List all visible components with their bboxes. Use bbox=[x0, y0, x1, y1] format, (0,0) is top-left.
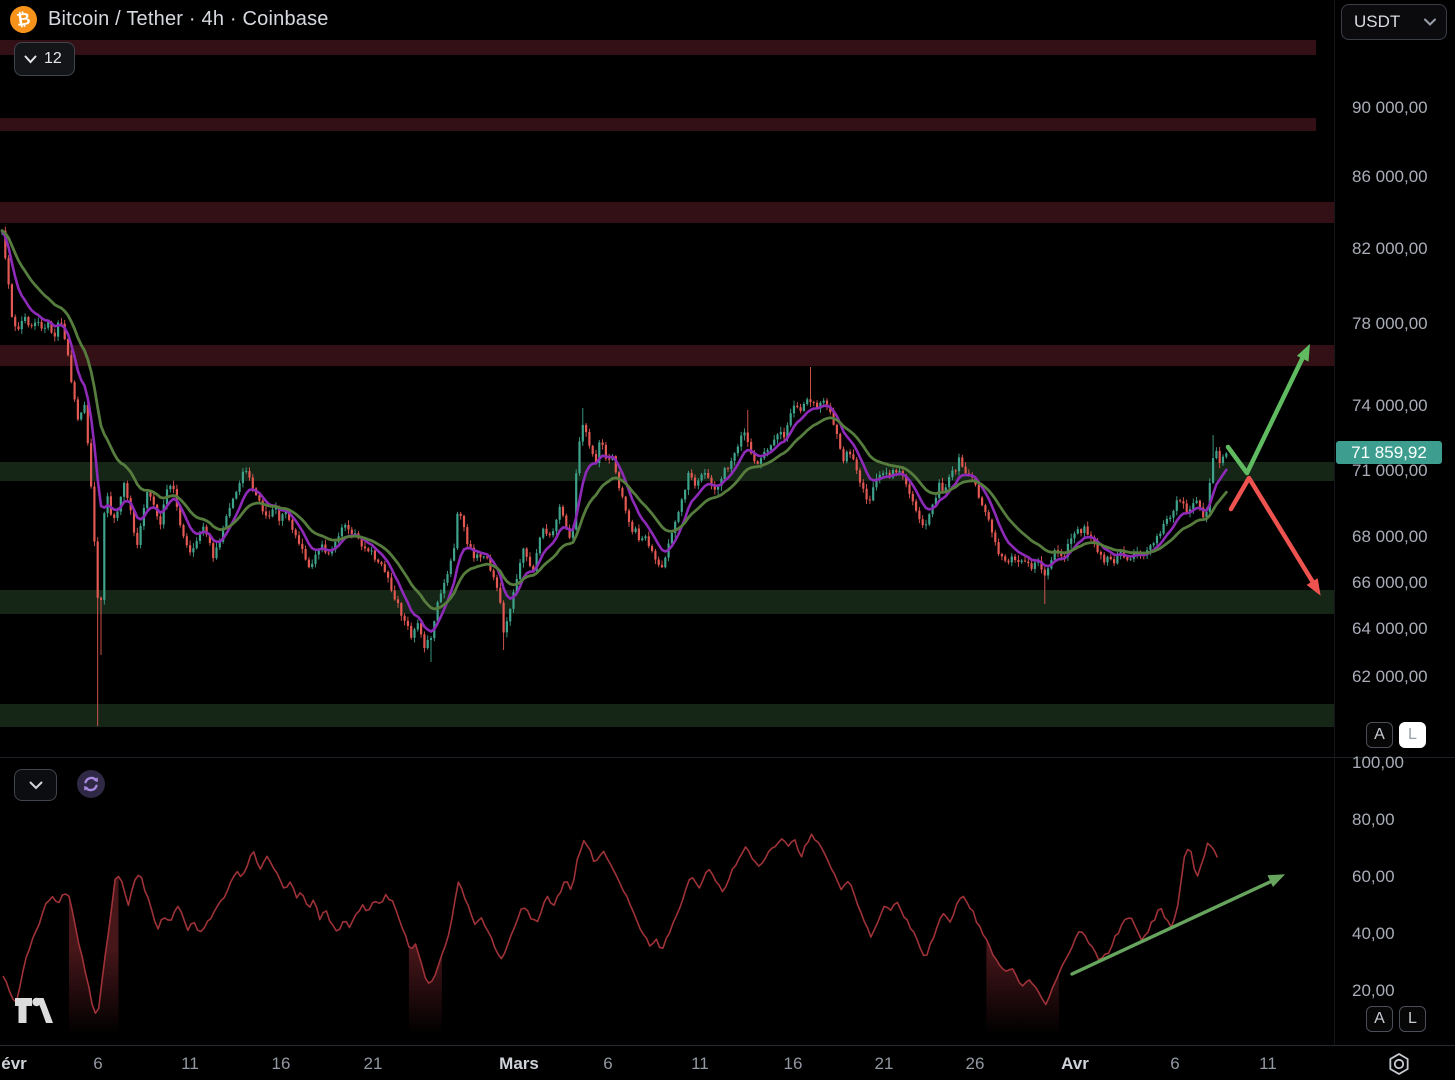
chevron-down-icon bbox=[1424, 18, 1436, 26]
trend-arrow-1[interactable] bbox=[1228, 475, 1326, 599]
price-axis-label: 40,00 bbox=[1352, 924, 1395, 943]
time-axis-label: 16 bbox=[271, 1054, 291, 1073]
indicators-collapse-button[interactable]: 12 bbox=[14, 42, 75, 76]
trend-arrow-0[interactable] bbox=[1225, 341, 1316, 476]
gear-icon[interactable] bbox=[1384, 1049, 1414, 1079]
resistance-zone bbox=[0, 118, 1316, 131]
price-axis-label: 66 000,00 bbox=[1352, 573, 1428, 592]
time-axis-label: 16 bbox=[783, 1054, 803, 1073]
log-scale-button-rsi[interactable]: L bbox=[1399, 1006, 1426, 1032]
price-axis-label: 20,00 bbox=[1352, 981, 1395, 1000]
support-zone bbox=[0, 462, 1334, 481]
resistance-zone bbox=[0, 202, 1334, 223]
time-axis-label: 6 bbox=[93, 1054, 103, 1073]
support-zone bbox=[0, 704, 1334, 727]
time-axis-label: 6 bbox=[1170, 1054, 1180, 1073]
indicator-count: 12 bbox=[44, 50, 62, 67]
time-axis-label: Mars bbox=[499, 1054, 539, 1073]
pane-divider[interactable] bbox=[0, 757, 1455, 758]
pane-collapse-button[interactable] bbox=[14, 769, 57, 801]
chevron-down-icon bbox=[24, 55, 37, 64]
trend-arrow-2[interactable] bbox=[1070, 868, 1288, 976]
bitcoin-icon: ₿ bbox=[8, 4, 39, 35]
log-scale-button-main[interactable]: L bbox=[1399, 722, 1426, 748]
auto-scale-button-rsi[interactable]: A bbox=[1366, 1006, 1393, 1032]
time-axis-label: Avr bbox=[1061, 1054, 1089, 1073]
price-axis[interactable]: 90 000,00 86 000,00 82 000,00 78 000,00 74 0… bbox=[1334, 0, 1455, 1045]
price-axis-label: 64 000,00 bbox=[1352, 619, 1428, 638]
price-axis-label: 74 000,00 bbox=[1352, 396, 1428, 415]
rsi-line bbox=[2, 833, 1219, 1015]
ma-fast-line bbox=[0, 229, 1228, 633]
price-axis-label: 71 000,00 bbox=[1352, 461, 1428, 480]
time-axis-label: 26 bbox=[965, 1054, 985, 1073]
time-axis-label: 11 bbox=[691, 1054, 709, 1073]
current-price-badge: 71 859,92 bbox=[1336, 441, 1442, 464]
time-axis-label: 11 bbox=[181, 1054, 199, 1073]
chart-canvas-holder bbox=[0, 0, 1334, 1045]
time-axis-label: évr bbox=[1, 1054, 27, 1073]
price-axis-label: 60,00 bbox=[1352, 867, 1395, 886]
tradingview-logo[interactable] bbox=[14, 997, 58, 1025]
price-axis-label: 68 000,00 bbox=[1352, 527, 1428, 546]
auto-scale-button-main[interactable]: A bbox=[1366, 722, 1393, 748]
price-axis-label: 62 000,00 bbox=[1352, 667, 1428, 686]
ma-slow-line bbox=[0, 229, 1228, 611]
price-axis-label: 80,00 bbox=[1352, 810, 1395, 829]
currency-select-value: USDT bbox=[1354, 12, 1401, 31]
time-axis-label: 21 bbox=[874, 1054, 894, 1073]
price-axis-label: 90 000,00 bbox=[1352, 98, 1428, 117]
resistance-zone bbox=[0, 345, 1334, 366]
price-axis-label: 82 000,00 bbox=[1352, 239, 1428, 258]
time-axis-label: 11 bbox=[1259, 1054, 1277, 1073]
time-axis-label: 21 bbox=[363, 1054, 383, 1073]
time-axis-label: 6 bbox=[603, 1054, 613, 1073]
chevron-down-icon bbox=[29, 781, 43, 790]
chart-legend: ₿ Bitcoin / Tether · 4h · Coinbase bbox=[8, 4, 329, 35]
support-zone bbox=[0, 590, 1334, 614]
resistance-zone bbox=[0, 40, 1316, 55]
currency-select[interactable]: USDT bbox=[1341, 4, 1447, 40]
main-chart[interactable] bbox=[0, 0, 1334, 1045]
rsi-oversold-fill bbox=[69, 876, 119, 1034]
price-axis-label: 86 000,00 bbox=[1352, 167, 1428, 186]
refresh-icon[interactable] bbox=[77, 770, 105, 798]
price-axis-label: 100,00 bbox=[1352, 753, 1404, 772]
axis-divider bbox=[1334, 0, 1335, 1045]
price-axis-label: 78 000,00 bbox=[1352, 314, 1428, 333]
time-axis[interactable]: évr 6 11 16 21 Mars 6 11 16 21 26 Avr 6 11 bbox=[0, 1045, 1455, 1080]
symbol-title[interactable]: Bitcoin / Tether · 4h · Coinbase bbox=[48, 8, 329, 30]
rsi-oversold-fill bbox=[408, 944, 442, 1034]
